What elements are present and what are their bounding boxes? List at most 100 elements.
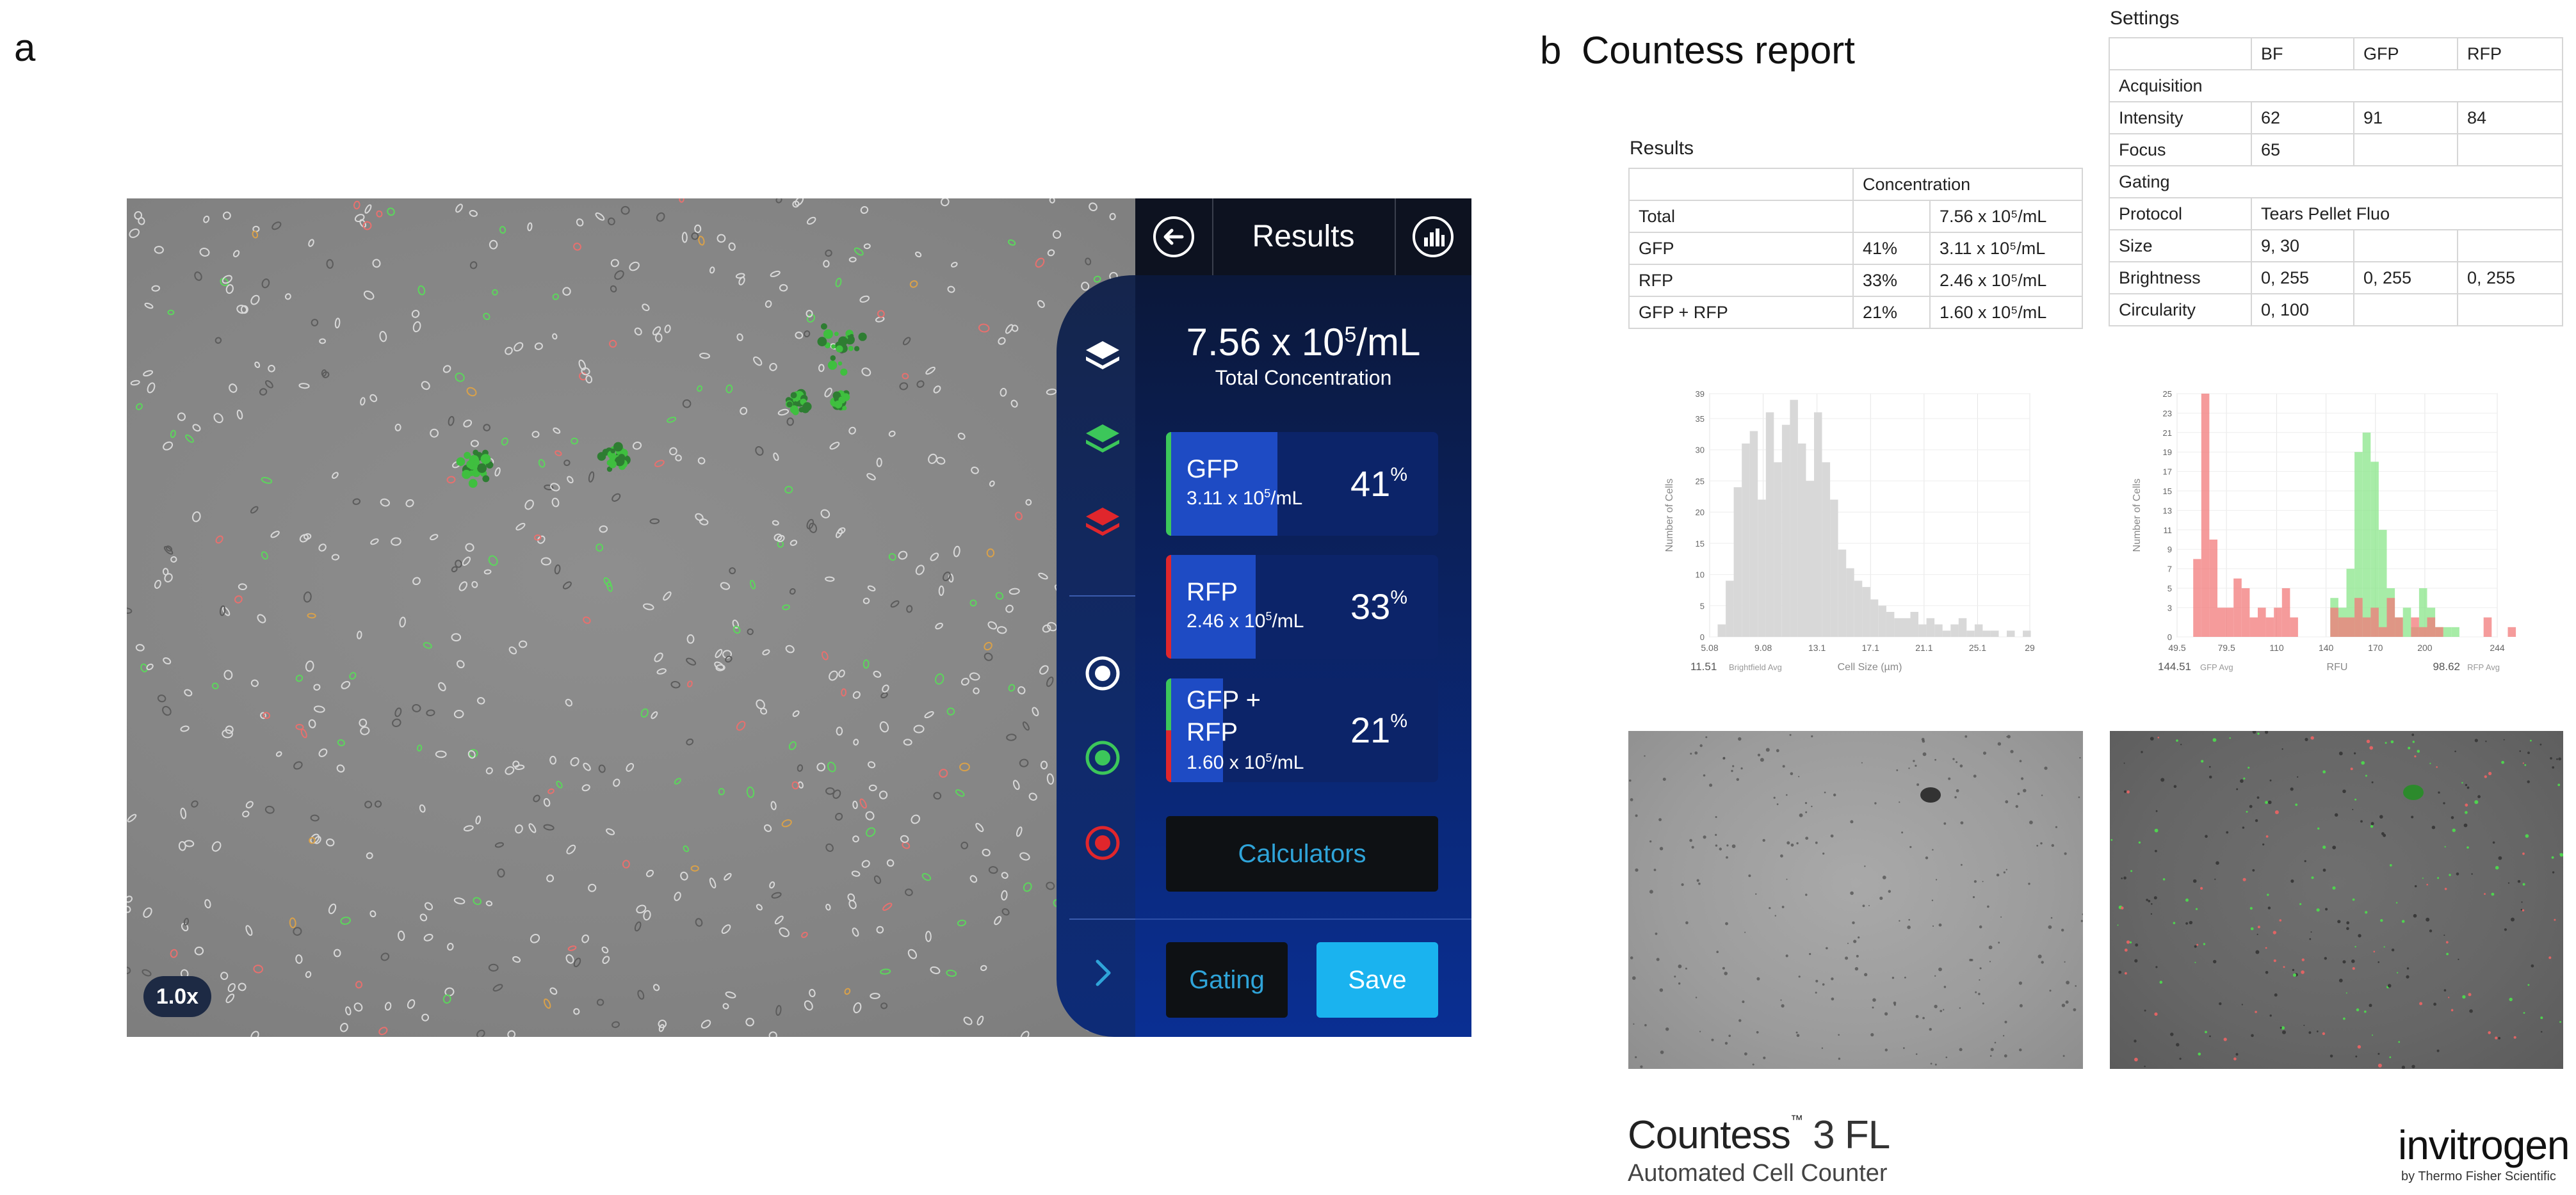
save-button[interactable]: Save [1316,942,1438,1018]
cell-mark [227,982,236,993]
cell-mark [1934,1004,1938,1009]
target-rfp-icon[interactable] [1082,822,1123,863]
cell-mark [749,579,756,589]
cell-mark [552,293,560,300]
cell-mark [2474,800,2479,805]
cell-mark [392,718,401,727]
view-side-rail [1057,275,1146,1037]
cell-mark [2531,964,2534,968]
cell-mark [369,394,378,403]
layers-all-icon[interactable] [1082,336,1123,377]
cell-mark [844,988,851,995]
cell-mark [2292,968,2295,972]
cell-mark [852,835,859,843]
cell-mark [573,1008,580,1015]
table-cell: Gating [2109,165,2563,198]
cell-cluster-mark [836,345,843,353]
cell-mark [554,564,561,575]
zoom-badge[interactable]: 1.0x [143,976,211,1017]
layers-rfp-icon[interactable] [1082,502,1123,543]
cell-mark [656,212,665,222]
table-cell: 2.46 x 10⁵/mL [1929,264,2083,297]
gating-button[interactable]: Gating [1166,942,1288,1018]
cell-mark [2134,1057,2138,1062]
cell-mark [1956,789,1959,792]
cell-mark [1780,854,1783,858]
total-concentration-label: Total Concentration [1215,366,1392,389]
cell-mark [451,633,462,642]
cell-mark [2242,878,2246,881]
cell-mark [485,767,493,774]
gfp-rfp-card[interactable]: GFP + RFP 1.60 x 105/mL 21% [1166,678,1438,782]
cell-mark [353,1002,363,1012]
cell-cluster-mark [849,333,854,339]
cell-mark [419,913,428,922]
cell-cluster-mark [854,346,860,351]
cell-mark [2123,790,2127,793]
cell-mark [300,728,307,739]
gfp-fill-bar [1166,432,1278,536]
chevron-right-icon[interactable] [1082,952,1123,993]
rfp-card[interactable]: RFP 2.46 x 105/mL 33% [1166,555,1438,659]
cell-mark [602,956,610,965]
cell-mark [2134,959,2138,963]
cell-mark [1838,1057,1841,1060]
cell-mark [634,921,642,932]
cell-mark [960,677,969,686]
cell-mark [447,943,454,951]
cell-mark [309,837,316,844]
cell-mark [2041,961,2044,964]
cell-mark [765,300,772,308]
cell-mark [380,952,390,961]
header-separator [1212,198,1213,275]
cell-mark [1915,764,1917,767]
cell-mark [2406,975,2410,979]
cell-mark [2256,933,2258,935]
cell-mark [1731,769,1733,773]
target-all-icon[interactable] [1082,653,1123,694]
cell-mark [412,703,421,712]
calculators-button[interactable]: Calculators [1166,816,1438,892]
cell-mark [1032,707,1039,717]
histogram-bar [1790,399,1798,637]
histogram-bar [1854,581,1863,637]
cell-mark [1005,604,1014,613]
table-cell: Circularity [2109,293,2252,326]
cell-mark [494,842,504,848]
cell-mark [310,814,320,822]
cell-mark [2050,917,2053,919]
cell-mark [2255,1011,2257,1013]
cell-mark [547,788,555,794]
cell-mark [825,843,834,853]
cell-mark [1826,947,1828,950]
cell-mark [181,922,189,932]
cell-mark [636,904,647,914]
cell-mark [2019,760,2022,762]
cell-mark [2356,1008,2360,1011]
cell-mark [2160,778,2165,782]
cell-mark [144,302,154,309]
histogram-bar [2507,627,2516,637]
cell-cluster-mark [794,400,799,405]
gfp-card[interactable]: GFP 3.11 x 105/mL 41% [1166,432,1438,536]
cell-mark [2299,902,2302,906]
cell-mark [2488,1031,2491,1034]
cell-mark [1959,1007,1961,1009]
layers-gfp-icon[interactable] [1082,419,1123,460]
cell-mark [1046,773,1054,785]
target-gfp-icon[interactable] [1082,737,1123,778]
table-cell [2457,133,2563,166]
back-arrow-icon[interactable] [1135,198,1212,275]
histogram-bar [1862,587,1870,637]
cell-mark [606,581,613,592]
chart-icon[interactable] [1395,198,1471,275]
cell-mark [2448,997,2450,999]
cell-mark [314,836,321,844]
cell-mark [2049,990,2052,992]
cell-mark [2198,1052,2201,1056]
cell-mark [2257,732,2260,735]
cell-mark [847,893,855,902]
y-tick-label: 5 [1700,601,1705,611]
cell-mark [880,1002,888,1009]
cell-mark [725,991,736,999]
